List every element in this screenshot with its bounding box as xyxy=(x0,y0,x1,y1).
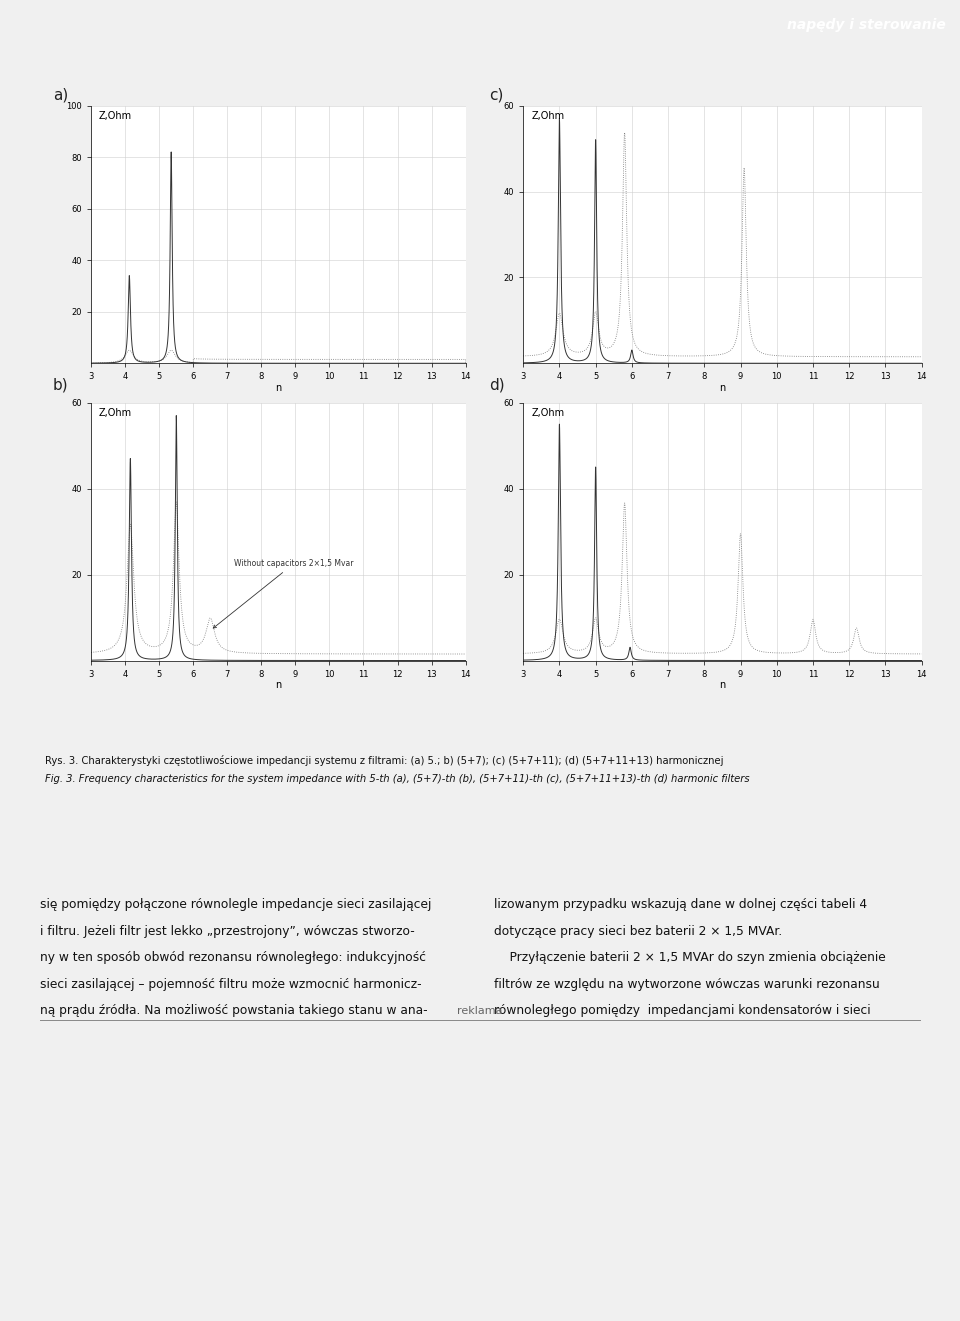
Text: i filtru. Jeżeli filtr jest lekko „przestrojony”, wówczas stworzo-: i filtru. Jeżeli filtr jest lekko „przes… xyxy=(40,925,415,938)
Text: ną prądu źródła. Na możliwość powstania takiego stanu w ana-: ną prądu źródła. Na możliwość powstania … xyxy=(40,1004,428,1017)
Text: c): c) xyxy=(490,87,504,102)
Text: Z,Ohm: Z,Ohm xyxy=(531,111,564,120)
Text: ny w ten sposób obwód rezonansu równoległego: indukcyjność: ny w ten sposób obwód rezonansu równoleg… xyxy=(40,951,426,964)
Text: Fig. 3. Frequency characteristics for the system impedance with 5-th (a), (5+7)-: Fig. 3. Frequency characteristics for th… xyxy=(45,774,750,785)
Text: lizowanym przypadku wskazują dane w dolnej części tabeli 4: lizowanym przypadku wskazują dane w doln… xyxy=(494,898,868,911)
X-axis label: n: n xyxy=(276,680,281,690)
Text: napędy i sterowanie: napędy i sterowanie xyxy=(787,18,946,32)
Text: Without capacitors 2×1,5 Mvar: Without capacitors 2×1,5 Mvar xyxy=(213,559,353,627)
X-axis label: n: n xyxy=(719,680,726,690)
Text: b): b) xyxy=(53,378,68,392)
X-axis label: n: n xyxy=(719,383,726,392)
Text: filtrów ze względu na wytworzone wówczas warunki rezonansu: filtrów ze względu na wytworzone wówczas… xyxy=(494,978,880,991)
Text: Z,Ohm: Z,Ohm xyxy=(99,111,132,120)
Text: Z,Ohm: Z,Ohm xyxy=(531,408,564,417)
Text: a): a) xyxy=(53,87,68,102)
X-axis label: n: n xyxy=(276,383,281,392)
Text: reklama: reklama xyxy=(457,1005,503,1016)
Text: Z,Ohm: Z,Ohm xyxy=(99,408,132,417)
Text: równoległego pomiędzy  impedancjami kondensatorów i sieci: równoległego pomiędzy impedancjami konde… xyxy=(494,1004,871,1017)
Text: dotyczące pracy sieci bez baterii 2 × 1,5 MVAr.: dotyczące pracy sieci bez baterii 2 × 1,… xyxy=(494,925,782,938)
Text: d): d) xyxy=(490,378,505,392)
Text: Przyłączenie baterii 2 × 1,5 MVAr do szyn zmienia obciążenie: Przyłączenie baterii 2 × 1,5 MVAr do szy… xyxy=(494,951,886,964)
Text: sieci zasilającej – pojemność filtru może wzmocnić harmonicz-: sieci zasilającej – pojemność filtru moż… xyxy=(40,978,422,991)
Text: Rys. 3. Charakterystyki częstotliwościowe impedancji systemu z filtrami: (a) 5.;: Rys. 3. Charakterystyki częstotliwościow… xyxy=(45,754,724,766)
Text: się pomiędzy połączone równolegle impedancje sieci zasilającej: się pomiędzy połączone równolegle impeda… xyxy=(40,898,432,911)
